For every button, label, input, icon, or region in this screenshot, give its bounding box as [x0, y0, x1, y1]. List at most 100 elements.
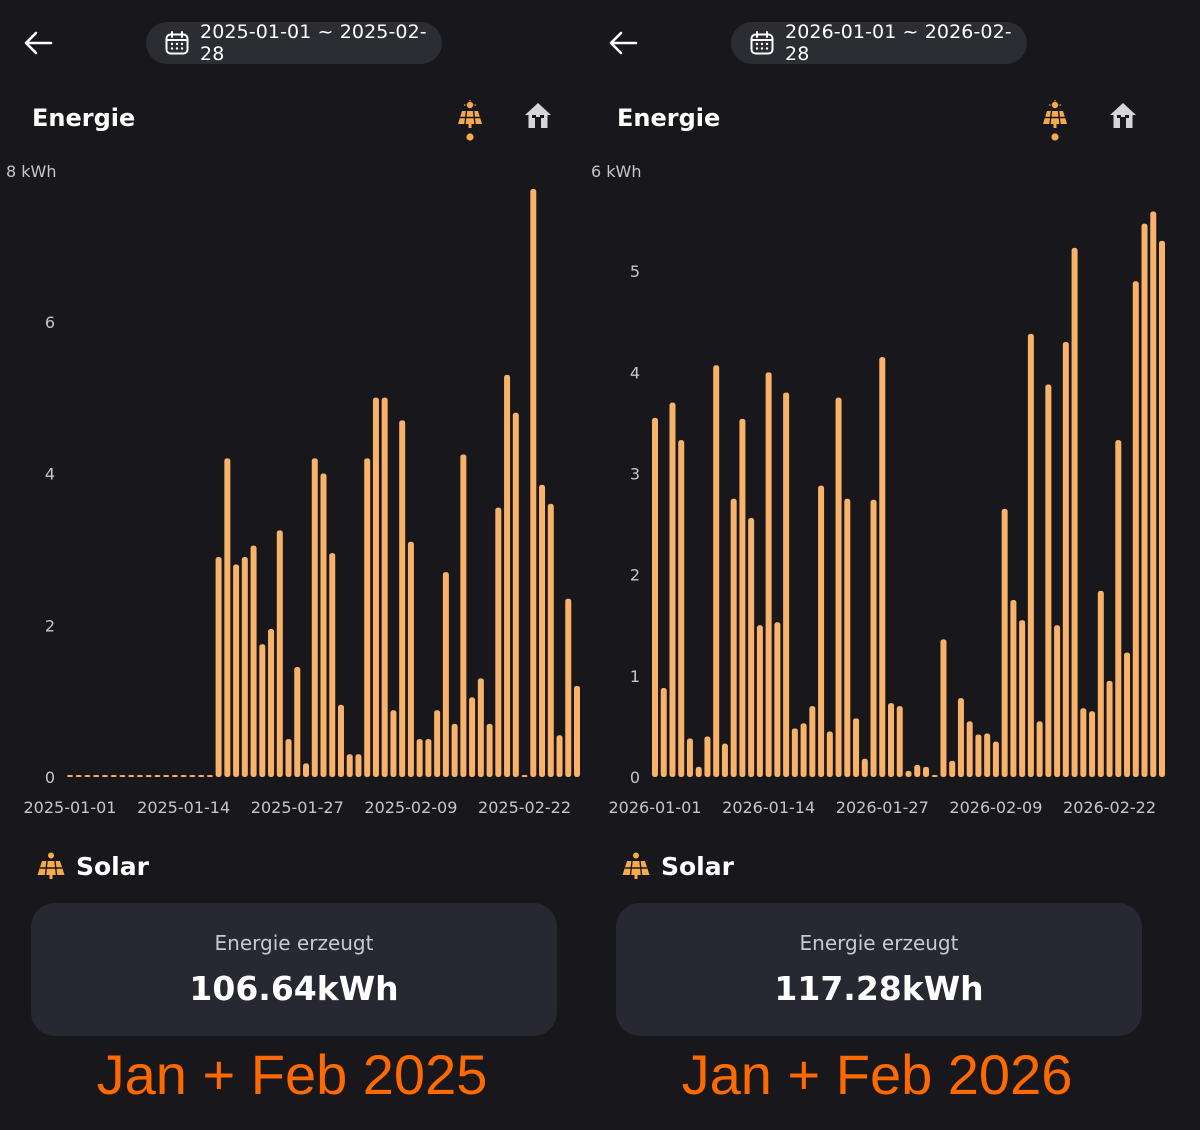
- bar: [75, 775, 82, 777]
- bar: [451, 723, 458, 777]
- section-title: Energie: [617, 104, 721, 132]
- bar: [992, 741, 999, 777]
- bar: [660, 687, 667, 777]
- bar: [765, 372, 772, 777]
- y-tick-label: 5: [630, 262, 640, 281]
- back-arrow-icon: [24, 31, 53, 55]
- bar: [1080, 708, 1087, 777]
- bar: [1141, 223, 1148, 777]
- bar: [276, 530, 283, 777]
- bar: [268, 629, 275, 777]
- bar: [477, 678, 484, 777]
- bar: [574, 685, 580, 777]
- bar: [695, 766, 702, 777]
- back-button[interactable]: [607, 28, 639, 58]
- bar: [826, 731, 833, 777]
- bar: [128, 775, 135, 777]
- home-tab[interactable]: [522, 100, 554, 132]
- bar: [853, 718, 860, 777]
- bar: [835, 397, 842, 777]
- y-tick-label: 2: [630, 566, 640, 585]
- bar: [416, 739, 423, 777]
- bar: [460, 454, 467, 777]
- energy-bar-chart: 6 kWh 0 1 2 3 4 5 2026-01-01 2026-01-14 2026-01-2…: [591, 162, 1165, 817]
- energy-bar-chart: 8 kWh 0 2 4 6 2025-01-01 2025-01-14 2025-01-27 2…: [6, 162, 580, 817]
- bar: [163, 775, 170, 777]
- bar: [259, 644, 266, 777]
- y-tick-label: 0: [630, 768, 640, 787]
- solar-tab[interactable]: [1040, 100, 1070, 144]
- energy-produced-value: 106.64kWh: [189, 969, 399, 1008]
- bar: [1036, 721, 1043, 777]
- back-button[interactable]: [22, 28, 54, 58]
- energy-produced-label: Energie erzeugt: [214, 931, 374, 955]
- calendar-icon: [164, 30, 190, 56]
- y-tick-label: 3: [630, 465, 640, 484]
- active-tab-dot: [1051, 133, 1059, 141]
- date-range-text: 2025-01-01 ~ 2025-02-28: [200, 21, 427, 65]
- bar: [1045, 384, 1052, 777]
- bar: [669, 402, 676, 777]
- bar: [224, 458, 231, 777]
- home-icon: [525, 103, 551, 128]
- bar: [1089, 711, 1096, 777]
- bar: [145, 775, 152, 777]
- bar: [1071, 247, 1078, 778]
- bar: [530, 188, 537, 777]
- bar: [686, 738, 693, 777]
- solar-section-header: Solar: [621, 848, 734, 884]
- bar: [504, 374, 511, 777]
- solar-panel-icon: [458, 100, 482, 141]
- bar: [171, 775, 178, 777]
- home-icon: [1110, 103, 1136, 128]
- bar: [215, 556, 222, 777]
- bar: [1097, 590, 1104, 777]
- date-range-picker[interactable]: 2026-01-01 ~ 2026-02-28: [731, 21, 1027, 65]
- energy-produced-value: 117.28kWh: [774, 969, 984, 1008]
- bar: [975, 734, 982, 777]
- y-axis-unit-label: 6 kWh: [591, 162, 642, 181]
- bar: [311, 458, 318, 777]
- bar: [652, 417, 658, 777]
- bar: [390, 710, 397, 777]
- y-tick-label: 0: [45, 768, 55, 787]
- bar: [233, 564, 240, 777]
- bar: [399, 420, 406, 777]
- period-caption: Jan + Feb 2025: [96, 1043, 488, 1106]
- bar: [739, 418, 746, 777]
- x-tick-label: 2025-01-27: [251, 798, 344, 817]
- bar: [809, 706, 816, 777]
- bar: [713, 365, 720, 777]
- x-tick-label: 2025-01-14: [137, 798, 230, 817]
- back-arrow-icon: [609, 31, 638, 55]
- bar: [355, 754, 362, 777]
- active-tab-dot: [466, 133, 474, 141]
- bar: [93, 775, 100, 777]
- bar: [329, 553, 336, 777]
- y-tick-label: 6: [45, 313, 55, 332]
- bar: [198, 775, 205, 777]
- bar: [1010, 599, 1017, 777]
- bar: [783, 392, 790, 777]
- bar: [1124, 652, 1131, 777]
- bar: [294, 666, 301, 777]
- y-tick-label: 1: [630, 667, 640, 686]
- bar: [539, 484, 546, 777]
- home-tab[interactable]: [1107, 100, 1139, 132]
- calendar-icon: [749, 30, 775, 56]
- bar: [721, 743, 728, 777]
- bar: [521, 775, 528, 777]
- solar-tab[interactable]: [455, 100, 485, 144]
- period-caption: Jan + Feb 2026: [681, 1043, 1073, 1106]
- bar: [250, 545, 257, 777]
- bar: [1106, 680, 1113, 777]
- bar: [730, 498, 737, 777]
- date-range-picker[interactable]: 2025-01-01 ~ 2025-02-28: [146, 21, 442, 65]
- bar: [1159, 240, 1165, 778]
- bar: [1019, 620, 1026, 777]
- bar: [303, 763, 310, 777]
- bar: [372, 397, 379, 777]
- x-tick-label: 2025-02-22: [478, 798, 571, 817]
- bar: [407, 541, 414, 777]
- bar: [84, 775, 91, 777]
